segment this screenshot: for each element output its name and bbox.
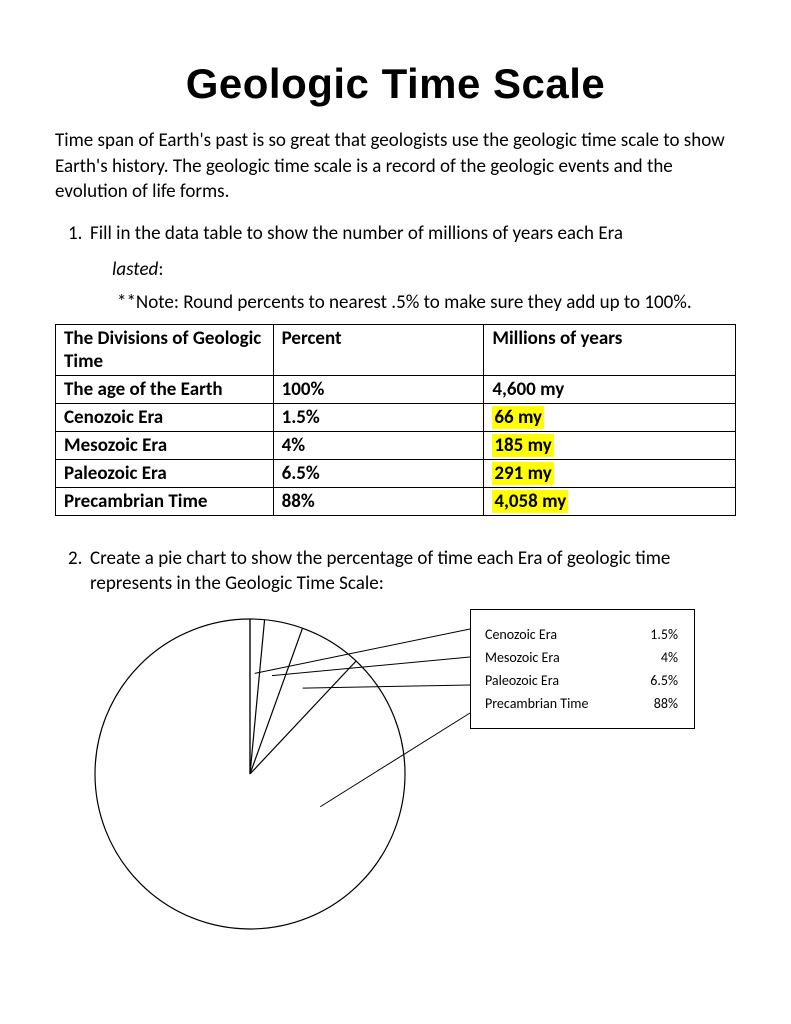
table-row: Cenozoic Era1.5%66 my xyxy=(56,403,736,431)
legend-label: Paleozoic Era xyxy=(485,672,559,689)
q1-text-b: lasted xyxy=(112,258,158,281)
cell-millions: 4,600 my xyxy=(484,375,736,403)
intro-text: Time span of Earth's past is so great th… xyxy=(55,128,736,205)
cell-label: Cenozoic Era xyxy=(56,403,274,431)
q1-note: **Note: Round percents to nearest .5% to… xyxy=(55,290,736,316)
legend-label: Cenozoic Era xyxy=(485,626,557,643)
q1-text-a: Fill in the data table to show the numbe… xyxy=(90,222,623,245)
table-row: The age of the Earth100%4,600 my xyxy=(56,375,736,403)
legend-label: Mesozoic Era xyxy=(485,649,560,666)
legend-value: 4% xyxy=(661,649,678,666)
q1-continued: lasted: xyxy=(55,257,736,283)
cell-millions: 185 my xyxy=(484,431,736,459)
table-row: Precambrian Time88%4,058 my xyxy=(56,487,736,515)
cell-millions: 291 my xyxy=(484,459,736,487)
cell-label: Precambrian Time xyxy=(56,487,274,515)
legend-box: Cenozoic Era 1.5% Mesozoic Era 4% Paleozoic … xyxy=(470,609,695,729)
cell-percent: 6.5% xyxy=(273,459,484,487)
data-table: The Divisions of Geologic Time Percent M… xyxy=(55,324,736,516)
cell-millions: 4,058 my xyxy=(484,487,736,515)
table-header-row: The Divisions of Geologic Time Percent M… xyxy=(56,324,736,375)
q1-text-c: : xyxy=(158,258,163,281)
cell-label: The age of the Earth xyxy=(56,375,274,403)
legend-value: 88% xyxy=(654,695,678,712)
cell-label: Paleozoic Era xyxy=(56,459,274,487)
q1-number: 1. xyxy=(68,221,90,247)
q2-text: Create a pie chart to show the percentag… xyxy=(90,547,670,596)
header-divisions: The Divisions of Geologic Time xyxy=(56,324,274,375)
cell-percent: 88% xyxy=(273,487,484,515)
legend-value: 6.5% xyxy=(650,672,678,689)
legend-item: Precambrian Time 88% xyxy=(485,695,678,712)
legend-item: Paleozoic Era 6.5% xyxy=(485,672,678,689)
cell-percent: 100% xyxy=(273,375,484,403)
header-millions: Millions of years xyxy=(484,324,736,375)
header-percent: Percent xyxy=(273,324,484,375)
question-2: 2.Create a pie chart to show the percent… xyxy=(55,546,736,597)
cell-percent: 4% xyxy=(273,431,484,459)
cell-label: Mesozoic Era xyxy=(56,431,274,459)
question-1: 1.Fill in the data table to show the num… xyxy=(55,221,736,247)
cell-millions: 66 my xyxy=(484,403,736,431)
legend-value: 1.5% xyxy=(650,626,678,643)
legend-label: Precambrian Time xyxy=(485,695,588,712)
legend-item: Mesozoic Era 4% xyxy=(485,649,678,666)
legend-item: Cenozoic Era 1.5% xyxy=(485,626,678,643)
q2-number: 2. xyxy=(68,546,90,572)
cell-percent: 1.5% xyxy=(273,403,484,431)
table-row: Paleozoic Era6.5%291 my xyxy=(56,459,736,487)
page-title: Geologic Time Scale xyxy=(55,60,736,108)
pie-chart-area: Cenozoic Era 1.5% Mesozoic Era 4% Paleozoic … xyxy=(55,609,735,939)
table-row: Mesozoic Era4%185 my xyxy=(56,431,736,459)
